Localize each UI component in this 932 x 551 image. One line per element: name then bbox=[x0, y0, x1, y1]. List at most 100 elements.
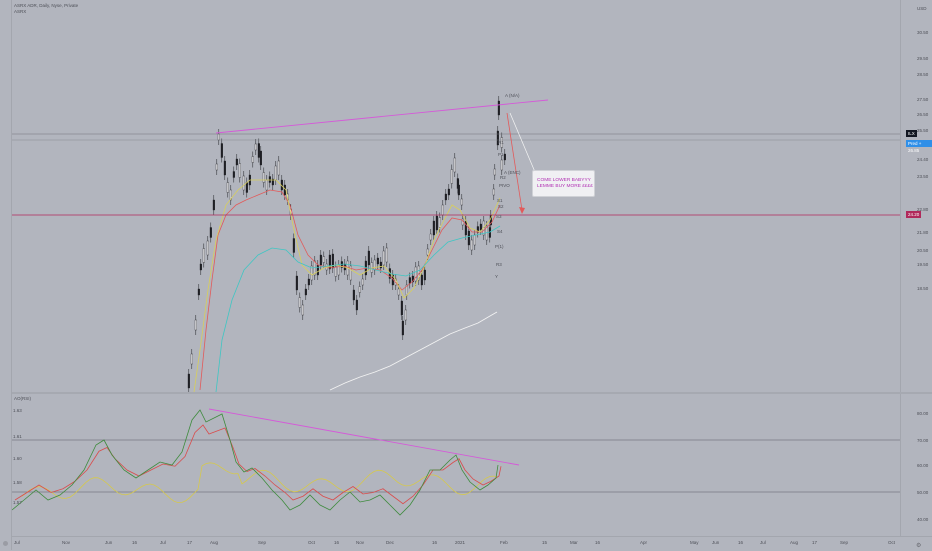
symbol-subtitle: ASRX bbox=[14, 9, 27, 14]
candle bbox=[397, 288, 400, 296]
time-axis-label: Feb bbox=[500, 540, 508, 545]
osc-left-label: 1.57 bbox=[13, 500, 22, 505]
candle bbox=[376, 257, 379, 265]
osc-green-line bbox=[12, 409, 499, 516]
candle bbox=[220, 143, 223, 158]
mid-label: A (ENC) bbox=[504, 170, 521, 175]
candle bbox=[423, 269, 426, 281]
osc-yellow-line bbox=[21, 462, 499, 504]
price-scale-label: 21.80 bbox=[917, 230, 929, 235]
candle bbox=[382, 250, 385, 266]
candle bbox=[411, 275, 414, 283]
candle bbox=[217, 133, 220, 141]
candle bbox=[429, 233, 432, 241]
osc-right-label: 70.00 bbox=[917, 438, 929, 443]
time-axis-label: Nov bbox=[356, 540, 365, 545]
candle bbox=[187, 373, 190, 389]
candle bbox=[464, 220, 467, 236]
candle bbox=[298, 297, 301, 308]
callout-line-1: COME LOWER BABYYY bbox=[537, 178, 591, 183]
candle bbox=[408, 277, 411, 284]
candle bbox=[426, 248, 429, 256]
time-axis-label: 16 bbox=[432, 540, 438, 545]
toolbar-toggle-icon[interactable] bbox=[3, 541, 8, 546]
wave-label: S3 bbox=[496, 214, 502, 219]
price-scale-label: 30.50 bbox=[917, 30, 929, 35]
settings-gear-icon[interactable]: ⚙ bbox=[916, 543, 922, 549]
candle bbox=[209, 227, 212, 238]
candle bbox=[304, 288, 307, 296]
candle bbox=[257, 143, 260, 158]
time-axis-label: Sep bbox=[840, 540, 849, 545]
candle bbox=[229, 189, 232, 201]
candles-group bbox=[187, 96, 506, 392]
candle bbox=[467, 230, 470, 246]
candle bbox=[259, 150, 262, 166]
wave-label: R1 bbox=[498, 140, 504, 145]
candle bbox=[238, 163, 241, 178]
candle bbox=[242, 175, 245, 191]
osc-left-label: 1.58 bbox=[13, 480, 22, 485]
price-scale-label: 20.50 bbox=[917, 248, 929, 253]
candle bbox=[400, 300, 403, 316]
sma-white-line bbox=[329, 311, 498, 391]
price-scale-label: 22.80 bbox=[917, 207, 929, 212]
candle bbox=[460, 198, 463, 206]
candle bbox=[367, 250, 370, 266]
candle bbox=[450, 169, 453, 184]
candle bbox=[500, 159, 503, 171]
candle bbox=[414, 266, 417, 282]
left-toolbar bbox=[0, 0, 12, 550]
last-price-badge: ILX bbox=[906, 130, 917, 137]
candle bbox=[385, 247, 388, 263]
wave-label: S4 bbox=[497, 229, 503, 234]
candle bbox=[295, 275, 298, 291]
callout-pointer bbox=[509, 112, 536, 173]
candle bbox=[301, 304, 304, 316]
note-callout[interactable]: COME LOWER BABYYY LEMME BUY MORE ££££ bbox=[532, 170, 595, 197]
time-axis-label: 2021 bbox=[455, 540, 466, 545]
time-axis[interactable] bbox=[12, 536, 932, 551]
candle bbox=[438, 217, 441, 228]
time-axis-label: Sep bbox=[258, 540, 267, 545]
candle bbox=[194, 319, 197, 331]
candle bbox=[352, 289, 355, 301]
candle bbox=[232, 171, 235, 178]
price-scale[interactable] bbox=[900, 0, 932, 392]
candle bbox=[404, 309, 407, 321]
candle bbox=[235, 158, 238, 166]
candle bbox=[197, 288, 200, 296]
candle bbox=[212, 199, 215, 211]
price-chart[interactable] bbox=[12, 0, 900, 392]
candle bbox=[493, 168, 496, 176]
candle bbox=[199, 263, 202, 271]
candle bbox=[370, 262, 373, 273]
candle bbox=[496, 130, 499, 146]
candle bbox=[401, 320, 404, 336]
time-axis-label: Jun bbox=[105, 540, 113, 545]
candle bbox=[470, 239, 473, 251]
pane-divider[interactable] bbox=[12, 392, 932, 394]
time-axis-label: 16 bbox=[738, 540, 744, 545]
candle bbox=[432, 220, 435, 236]
candle bbox=[349, 265, 352, 281]
forecast-arrow bbox=[506, 112, 523, 211]
oscillator-scale[interactable] bbox=[900, 394, 932, 536]
callout-line-2: LEMME BUY MORE ££££ bbox=[537, 184, 593, 189]
candle bbox=[361, 278, 364, 286]
candle bbox=[457, 184, 460, 196]
candle bbox=[223, 160, 226, 176]
price-scale-label: 24.40 bbox=[917, 157, 929, 162]
forecast-arrow-head bbox=[519, 207, 525, 214]
candle bbox=[379, 261, 382, 269]
osc-right-label: 60.00 bbox=[917, 463, 929, 468]
osc-left-label: 1.61 bbox=[13, 434, 22, 439]
osc-right-label: 40.00 bbox=[917, 517, 929, 522]
time-axis-label: Nov bbox=[62, 540, 71, 545]
candle bbox=[497, 100, 500, 116]
high-label: A (N/A) bbox=[505, 93, 520, 98]
wave-label: R2 bbox=[500, 175, 506, 180]
oscillator-chart[interactable] bbox=[12, 394, 900, 536]
symbol-title[interactable]: ASRX ADR, Daily, Nyse, Private bbox=[14, 3, 79, 8]
